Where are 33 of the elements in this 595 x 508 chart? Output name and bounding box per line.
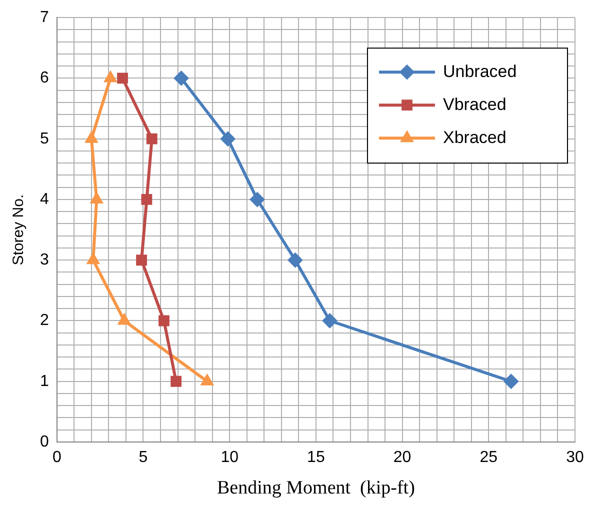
x-tick-label: 10	[220, 449, 239, 466]
y-tick-label: 3	[40, 252, 49, 269]
point	[174, 70, 189, 86]
point	[146, 133, 158, 144]
legend-label: Xbraced	[443, 128, 506, 147]
x-tick-label: 0	[52, 449, 62, 466]
point	[220, 131, 236, 146]
y-tick-label: 4	[40, 190, 49, 208]
x-tick-label: 30	[566, 449, 584, 466]
y-tick-label: 2	[40, 312, 49, 330]
x-tick-label: 20	[393, 449, 412, 466]
point	[158, 315, 170, 326]
point	[250, 192, 265, 207]
point	[136, 254, 147, 266]
legend-label: Vbraced	[443, 94, 506, 114]
x-axis-title: Bending Moment (kip-ft)	[217, 478, 415, 499]
point	[322, 313, 338, 328]
point	[288, 252, 303, 268]
point	[86, 252, 100, 264]
legend-label: Unbraced	[443, 62, 517, 81]
y-tick-label: 0	[40, 433, 49, 450]
y-tick-label: 6	[40, 70, 49, 87]
point	[117, 72, 128, 84]
x-tick-label: 25	[480, 449, 498, 466]
point	[170, 376, 182, 387]
y-tick-label: 5	[40, 130, 49, 148]
point	[504, 374, 519, 389]
x-tick-label: 5	[138, 449, 148, 466]
y-tick-label: 1	[40, 372, 49, 390]
x-tick-label: 15	[307, 449, 325, 466]
y-tick-label: 7	[40, 9, 49, 26]
point	[141, 194, 152, 205]
y-axis-title: Storey No.	[10, 194, 28, 266]
